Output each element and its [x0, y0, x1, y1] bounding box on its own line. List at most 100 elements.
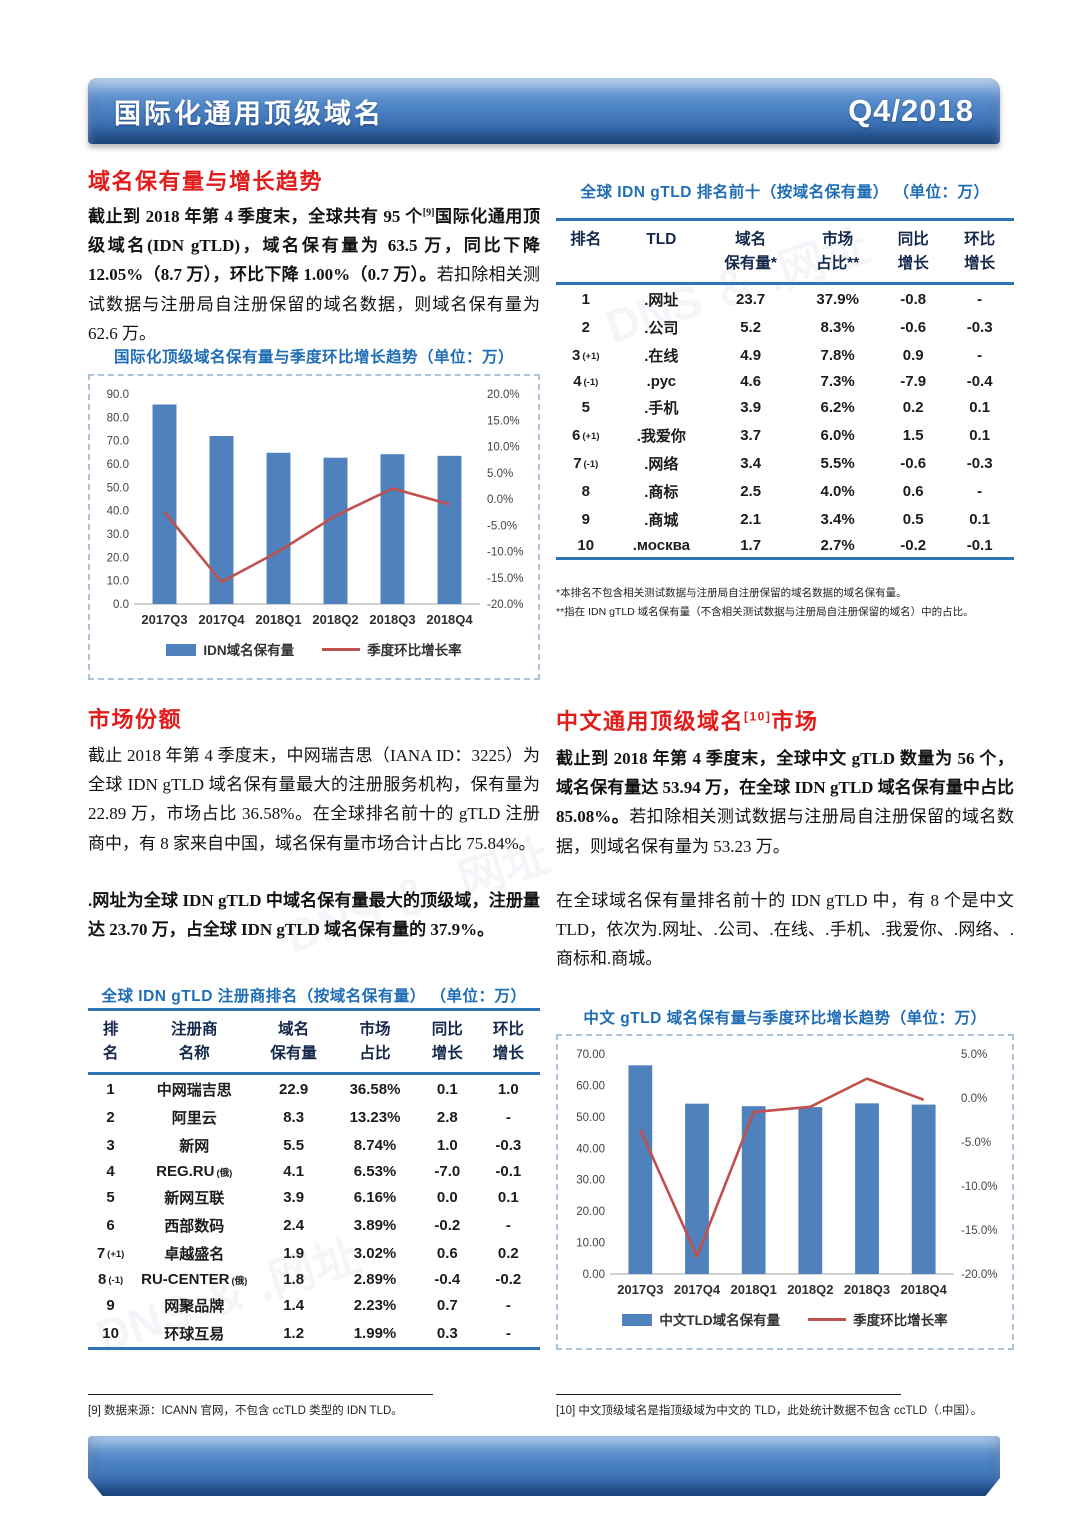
rank-cell: 7 (-1) — [556, 449, 616, 477]
cell: 5.5% — [820, 454, 855, 472]
text-segment: 截止到 2018 年第 4 季度末，全球中文 gTLD 数量为 56 个，域名保… — [556, 749, 1014, 827]
text-segment: 国际化通用顶级域名(IDN gTLD)，域名保有量为 63.5 万，同比下降 1… — [88, 207, 541, 285]
bar — [209, 436, 234, 604]
name-cell: 网聚品牌 — [133, 1291, 255, 1319]
name-cell: .在线 — [616, 341, 708, 369]
rank-cell: 6 (+1) — [556, 421, 616, 449]
rank-cell: 3 (+1) — [556, 341, 616, 369]
column-header-line: 同比 — [431, 1021, 463, 1038]
cell: 22.9 — [279, 1080, 309, 1098]
column-header-line: 环比 — [492, 1021, 524, 1038]
cell: 0.1 — [436, 1080, 458, 1098]
cell: 36.58% — [349, 1080, 401, 1098]
cell: 2.7% — [820, 536, 855, 554]
cell: 2.23% — [353, 1296, 397, 1314]
rank-value: 2 — [106, 1108, 115, 1126]
name-value: .我爱你 — [636, 427, 686, 445]
chart-title-idn-trend: 国际化顶级域名保有量与季度环比增长趋势（单位：万） — [113, 349, 514, 366]
cell: 6.53% — [353, 1162, 397, 1180]
page-title: 国际化通用顶级域名 — [114, 98, 384, 129]
cell: 6.0% — [820, 426, 855, 444]
cell: 1.5 — [902, 426, 924, 444]
text-segment: 在全球域名保有量排名前十的 IDN gTLD 中，有 8 个是中文 TLD，依次… — [556, 891, 1014, 969]
column-header: 域名 保有量* — [707, 217, 795, 286]
name-value: 环球互易 — [164, 1325, 225, 1343]
name-value: REG.RU — [156, 1162, 215, 1180]
left-axis-label: 0.0 — [113, 599, 129, 611]
column-header: 排名 — [88, 1007, 134, 1076]
bar — [152, 404, 177, 604]
chart-canvas: 70.00 60.00 50.00 40.00 30.00 20.00 10.00 0.00 5… — [576, 1049, 997, 1297]
footnote-rule — [88, 1394, 433, 1395]
name-value: .网络 — [644, 455, 679, 473]
name-cell: 阿里云 — [133, 1103, 255, 1131]
bar — [855, 1103, 879, 1274]
left-axis-label: 60.00 — [576, 1080, 605, 1092]
cell: 4.1 — [283, 1162, 305, 1180]
x-axis-label: 2018Q4 — [901, 1282, 948, 1297]
right-axis-label: -5.0% — [961, 1137, 991, 1149]
paragraph-chinese-top10: 在全球域名保有量排名前十的 IDN gTLD 中，有 8 个是中文 TLD，依次… — [556, 886, 1014, 974]
right-axis-label: 10.0% — [487, 442, 520, 454]
rank-cell: 5 — [88, 1183, 133, 1211]
cell: 3.4% — [820, 510, 855, 528]
column-header-line: TLD — [646, 231, 677, 248]
text-segment: 若扣除相关测试数据与注册局自注册保留的域名数据，则域名保有量为 62.6 万。 — [88, 265, 541, 343]
table-row: 9 .商城 2.1 3.4% 0.5 0.1 — [556, 505, 1014, 533]
rank-value: 9 — [581, 510, 590, 528]
legend-item-bars: 中文TLD域名保有量 — [622, 1309, 780, 1329]
column-header-line: 市场 — [822, 231, 854, 248]
name-cell: 新网互联 — [133, 1183, 255, 1211]
name-value: RU-CENTER — [141, 1270, 230, 1288]
cell: 37.9% — [816, 290, 859, 308]
x-axis-label: 2018Q3 — [844, 1282, 890, 1297]
cell: -0.6 — [900, 454, 927, 472]
rank-cell: 6 — [88, 1211, 133, 1239]
trend-line — [163, 487, 450, 584]
left-axis-label: 50.00 — [576, 1112, 605, 1124]
rank-cell: 2 — [556, 313, 616, 341]
cell: -0.4 — [966, 372, 993, 390]
quarter-label: Q4/2018 — [848, 93, 974, 128]
cell: 8.74% — [353, 1136, 397, 1154]
cell: - — [505, 1296, 511, 1314]
column-header-line: 占比 — [359, 1045, 391, 1063]
rank-change: (+1) — [107, 1248, 125, 1260]
table-row: 1 .网址 23.7 37.9% -0.8 - — [556, 284, 1014, 314]
x-axis-label: 2018Q1 — [255, 612, 301, 627]
right-axis-label: -20.0% — [487, 599, 523, 611]
cell: 0.9 — [902, 346, 924, 364]
paragraph-market-share: 截止 2018 年第 4 季度末，中网瑞吉思（IANA ID：3225）为全球 … — [88, 741, 540, 858]
right-axis-label: 20.0% — [487, 389, 520, 401]
chart-plot: 90.0 80.0 70.0 60.0 50.0 40.0 30.0 20.0 10.0 0.0 2… — [92, 382, 536, 637]
cell: 1.2 — [283, 1324, 305, 1342]
bar — [380, 454, 405, 604]
cell: 3.89% — [353, 1216, 397, 1234]
name-cell: 环球互易 — [133, 1319, 255, 1349]
top10-tld-table: 排名 TLD 域名 保有量* 市场 占比** 同比 增长 环比 增长 1 .网址 23.7 37.9% -0… — [556, 217, 1014, 561]
right-axis-label: -15.0% — [961, 1225, 997, 1237]
rank-value: 1 — [581, 290, 590, 308]
cell: 0.7 — [436, 1296, 458, 1314]
cell: 7.3% — [820, 372, 855, 390]
column-header-line: 排名 — [570, 231, 602, 248]
table-row: 10 环球互易 1.2 1.99% 0.3 - — [88, 1319, 540, 1349]
bar — [685, 1103, 709, 1274]
name-value: 网聚品牌 — [164, 1297, 225, 1315]
name-cell: .网络 — [616, 449, 708, 477]
rank-cell: 9 — [556, 505, 616, 533]
column-header-line: 市场 — [359, 1021, 391, 1038]
line-legend-mark — [322, 648, 361, 651]
x-axis-label: 2018Q2 — [312, 612, 358, 627]
legend-label: 季度环比增长率 — [853, 1313, 948, 1328]
rank-cell: 3 — [88, 1131, 133, 1159]
name-cell: 西部数码 — [133, 1211, 255, 1239]
right-axis-label: -15.0% — [487, 573, 523, 585]
cell: 5.5 — [283, 1136, 305, 1154]
section-heading-market-share: 市场份额 — [88, 707, 183, 732]
cell: -7.0 — [434, 1162, 461, 1180]
cell: 0.6 — [436, 1244, 458, 1262]
header-banner: 国际化通用顶级域名 Q4/2018 — [88, 78, 1000, 144]
name-cell: RU-CENTER (俄) — [133, 1267, 255, 1291]
cell: -7.9 — [900, 372, 927, 390]
